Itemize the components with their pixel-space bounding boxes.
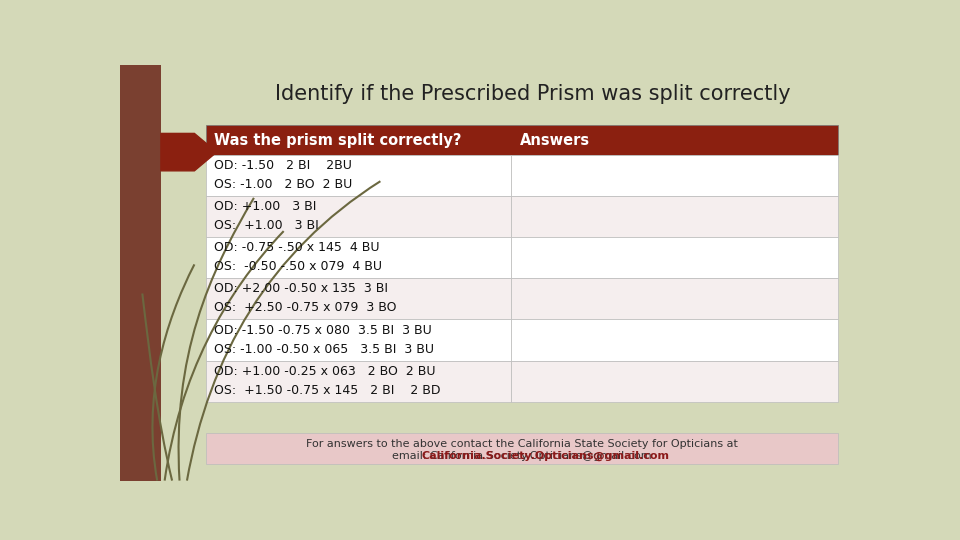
FancyBboxPatch shape [511, 155, 838, 196]
Text: OD: -1.50 -0.75 x 080  3.5 BI  3 BU
OS: -1.00 -0.50 x 065   3.5 BI  3 BU: OD: -1.50 -0.75 x 080 3.5 BI 3 BU OS: -1… [214, 323, 435, 355]
FancyBboxPatch shape [205, 278, 511, 319]
Text: OD: -1.50   2 BI    2BU
OS: -1.00   2 BO  2 BU: OD: -1.50 2 BI 2BU OS: -1.00 2 BO 2 BU [214, 159, 352, 191]
FancyBboxPatch shape [120, 65, 161, 481]
Text: Was the prism split correctly?: Was the prism split correctly? [214, 132, 462, 147]
FancyBboxPatch shape [205, 155, 511, 196]
Text: OD: +1.00   3 BI
OS:  +1.00   3 BI: OD: +1.00 3 BI OS: +1.00 3 BI [214, 200, 320, 232]
Text: OD: +2.00 -0.50 x 135  3 BI
OS:  +2.50 -0.75 x 079  3 BO: OD: +2.00 -0.50 x 135 3 BI OS: +2.50 -0.… [214, 282, 397, 314]
Text: email: California.Society.Opticians@gmail.com: email: California.Society.Opticians@gmai… [392, 451, 652, 461]
FancyBboxPatch shape [205, 361, 511, 402]
Polygon shape [161, 133, 217, 171]
FancyBboxPatch shape [205, 433, 838, 464]
Text: Answers: Answers [519, 132, 589, 147]
Text: For answers to the above contact the California State Society for Opticians at: For answers to the above contact the Cal… [306, 440, 737, 449]
Text: OD: -0.75 -.50 x 145  4 BU
OS:  -0.50 -.50 x 079  4 BU: OD: -0.75 -.50 x 145 4 BU OS: -0.50 -.50… [214, 241, 382, 273]
FancyBboxPatch shape [511, 361, 838, 402]
FancyBboxPatch shape [205, 196, 511, 237]
Text: California.Society.Opticians@gmail.com: California.Society.Opticians@gmail.com [421, 451, 669, 461]
Text: Identify if the Prescribed Prism was split correctly: Identify if the Prescribed Prism was spl… [276, 84, 791, 104]
FancyBboxPatch shape [511, 278, 838, 319]
FancyBboxPatch shape [511, 319, 838, 361]
FancyBboxPatch shape [205, 319, 511, 361]
FancyBboxPatch shape [205, 125, 838, 155]
FancyBboxPatch shape [511, 237, 838, 278]
FancyBboxPatch shape [205, 237, 511, 278]
Text: OD: +1.00 -0.25 x 063   2 BO  2 BU
OS:  +1.50 -0.75 x 145   2 BI    2 BD: OD: +1.00 -0.25 x 063 2 BO 2 BU OS: +1.5… [214, 364, 441, 397]
FancyBboxPatch shape [511, 196, 838, 237]
